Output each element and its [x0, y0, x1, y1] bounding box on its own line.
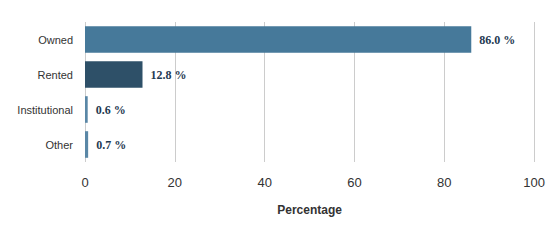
svg-text:40: 40 — [257, 175, 271, 190]
svg-text:80: 80 — [437, 175, 451, 190]
svg-text:60: 60 — [347, 175, 361, 190]
svg-text:Percentage: Percentage — [277, 203, 342, 217]
svg-text:0.6 %: 0.6 % — [96, 103, 126, 117]
svg-text:0.7 %: 0.7 % — [96, 138, 126, 152]
svg-text:12.8 %: 12.8 % — [150, 68, 186, 82]
svg-text:Other: Other — [45, 139, 73, 151]
svg-text:20: 20 — [168, 175, 182, 190]
svg-text:Rented: Rented — [38, 69, 73, 81]
svg-text:0: 0 — [81, 175, 88, 190]
svg-text:86.0 %: 86.0 % — [479, 33, 515, 47]
svg-text:100: 100 — [523, 175, 545, 190]
svg-text:Owned: Owned — [38, 34, 73, 46]
svg-text:Institutional: Institutional — [17, 104, 73, 116]
